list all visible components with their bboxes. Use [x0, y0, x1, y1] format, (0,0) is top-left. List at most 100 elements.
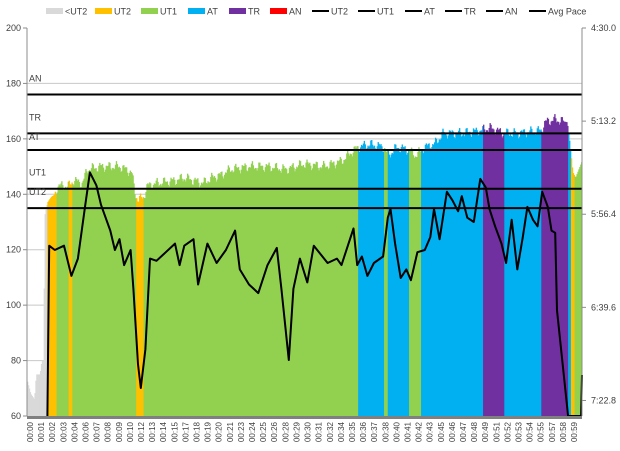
hr-bar-AT [382, 151, 384, 416]
hr-bar-UT1 [96, 171, 98, 416]
y-tick-label: 140 [6, 189, 21, 199]
hr-bar-AT [515, 133, 517, 416]
hr-bar-AT [448, 130, 451, 416]
hr-bar-UT1 [236, 167, 238, 416]
hr-bar-UT2 [52, 195, 55, 416]
hr-bar-AT [532, 133, 534, 416]
x-tick-label: 00:17 [181, 421, 190, 442]
hr-bar-AT [441, 132, 443, 417]
hr-bar-TR [565, 121, 567, 417]
hr-bar-AT [450, 132, 452, 416]
hr-bar-UT1 [127, 176, 130, 416]
hr-bar-UT1 [357, 146, 359, 416]
hr-bar-AT [568, 133, 570, 416]
hr-bar-UT1 [194, 177, 196, 416]
hr-bar-UT1 [77, 179, 80, 416]
hr-bar-UT1 [56, 192, 58, 416]
hr-bar-TR [495, 129, 498, 416]
hr-bar-UT1 [157, 181, 159, 416]
hr-bar-UT1 [163, 177, 166, 416]
y2-tick-label: 5:56.4 [591, 209, 616, 219]
hr-bar-AT [464, 134, 466, 416]
hr-bar-UT1 [339, 156, 341, 416]
hr-bar-UT1 [230, 171, 232, 416]
hr-bar-AT [400, 147, 403, 416]
hr-bar-lt-UT2 [29, 392, 32, 416]
hr-bar-AT [421, 150, 424, 416]
hr-bar-TR [553, 116, 555, 416]
hr-bar-UT1 [579, 166, 581, 416]
hr-bar-AT [507, 129, 509, 417]
hr-bar-UT1 [356, 146, 358, 416]
hr-bar-TR [490, 124, 492, 416]
hr-bar-UT1 [110, 168, 112, 416]
hr-bar-UT1 [196, 179, 198, 416]
hr-bar-UT1 [215, 181, 218, 416]
hr-bar-UT1 [324, 167, 327, 416]
hr-bar-UT1 [120, 171, 122, 416]
hr-bar-lt-UT2 [40, 364, 43, 416]
hr-bar-AT [535, 133, 538, 417]
hr-bar-AT [538, 129, 540, 416]
hr-bar-UT1 [322, 164, 324, 416]
hr-bar-UT1 [278, 169, 280, 416]
hr-bar-UT1 [349, 153, 352, 416]
hr-bar-AT [383, 151, 385, 416]
hr-bar-UT1 [181, 178, 183, 416]
hr-bar-UT1 [93, 168, 95, 416]
hr-bar-UT1 [247, 171, 249, 416]
legend-swatch-4 [229, 8, 246, 14]
hr-bar-UT1 [319, 167, 321, 416]
y2-tick-label: 7:22.8 [591, 395, 616, 405]
hr-bar-UT1 [575, 176, 577, 416]
hr-bar-UT1 [237, 167, 240, 416]
hr-bar-UT1 [315, 161, 317, 416]
hr-bar-UT1 [409, 149, 411, 417]
hr-bar-UT1 [184, 179, 186, 416]
hr-bar-UT1 [275, 162, 278, 416]
hr-bar-UT1 [238, 170, 241, 416]
hr-bar-UT1 [106, 166, 108, 416]
hr-bar-UT1 [350, 154, 353, 417]
hr-bar-AT [509, 134, 512, 416]
hr-bar-UT2 [570, 158, 573, 416]
legend-label: Avg Pace [548, 7, 586, 17]
hr-bar-UT1 [272, 167, 274, 416]
hr-bar-UT2 [51, 196, 53, 416]
hr-bar-TR [545, 120, 547, 416]
hr-bar-TR [496, 127, 499, 416]
hr-bar-UT2 [573, 174, 576, 416]
y-tick-label: 120 [6, 245, 21, 255]
hr-bar-lt-UT2 [36, 374, 38, 416]
hr-bar-TR [501, 137, 503, 416]
x-tick-label: 00:49 [481, 421, 490, 442]
hr-bar-UT1 [164, 181, 167, 416]
legend-label: UT1 [377, 7, 394, 17]
hr-bar-UT2 [70, 184, 72, 416]
hr-bar-UT1 [334, 165, 336, 416]
hr-bar-lt-UT2 [45, 209, 47, 416]
axes: 60 80 100 120 140 160 180 200 4:30.0 5:13.2 5:56.4… [6, 23, 616, 442]
hr-bar-UT1 [130, 171, 132, 416]
hr-bar-UT1 [297, 167, 299, 416]
hr-bar-AT [446, 135, 448, 417]
hr-bar-lt-UT2 [33, 398, 35, 416]
hr-bar-UT1 [131, 173, 133, 416]
hr-bar-UT1 [320, 167, 322, 416]
hr-bar-UT1 [197, 178, 199, 416]
hr-bar-UT2 [55, 193, 58, 416]
hr-bar-AT [506, 128, 508, 416]
hr-bar-UT1 [175, 184, 177, 416]
hr-bar-AT [530, 126, 532, 417]
hr-bar-AT [393, 149, 395, 417]
hr-bar-AT [520, 131, 522, 416]
hr-bar-TR [561, 117, 563, 417]
x-tick-label: 00:42 [415, 421, 424, 442]
x-tick-label: 00:00 [26, 421, 35, 442]
hr-bar-UT1 [191, 184, 193, 416]
x-tick-label: 00:30 [304, 421, 313, 442]
hr-bar-UT1 [286, 169, 288, 416]
hr-bar-UT1 [72, 183, 74, 416]
hr-bar-AT [520, 130, 523, 417]
hr-bar-AT [480, 130, 482, 417]
